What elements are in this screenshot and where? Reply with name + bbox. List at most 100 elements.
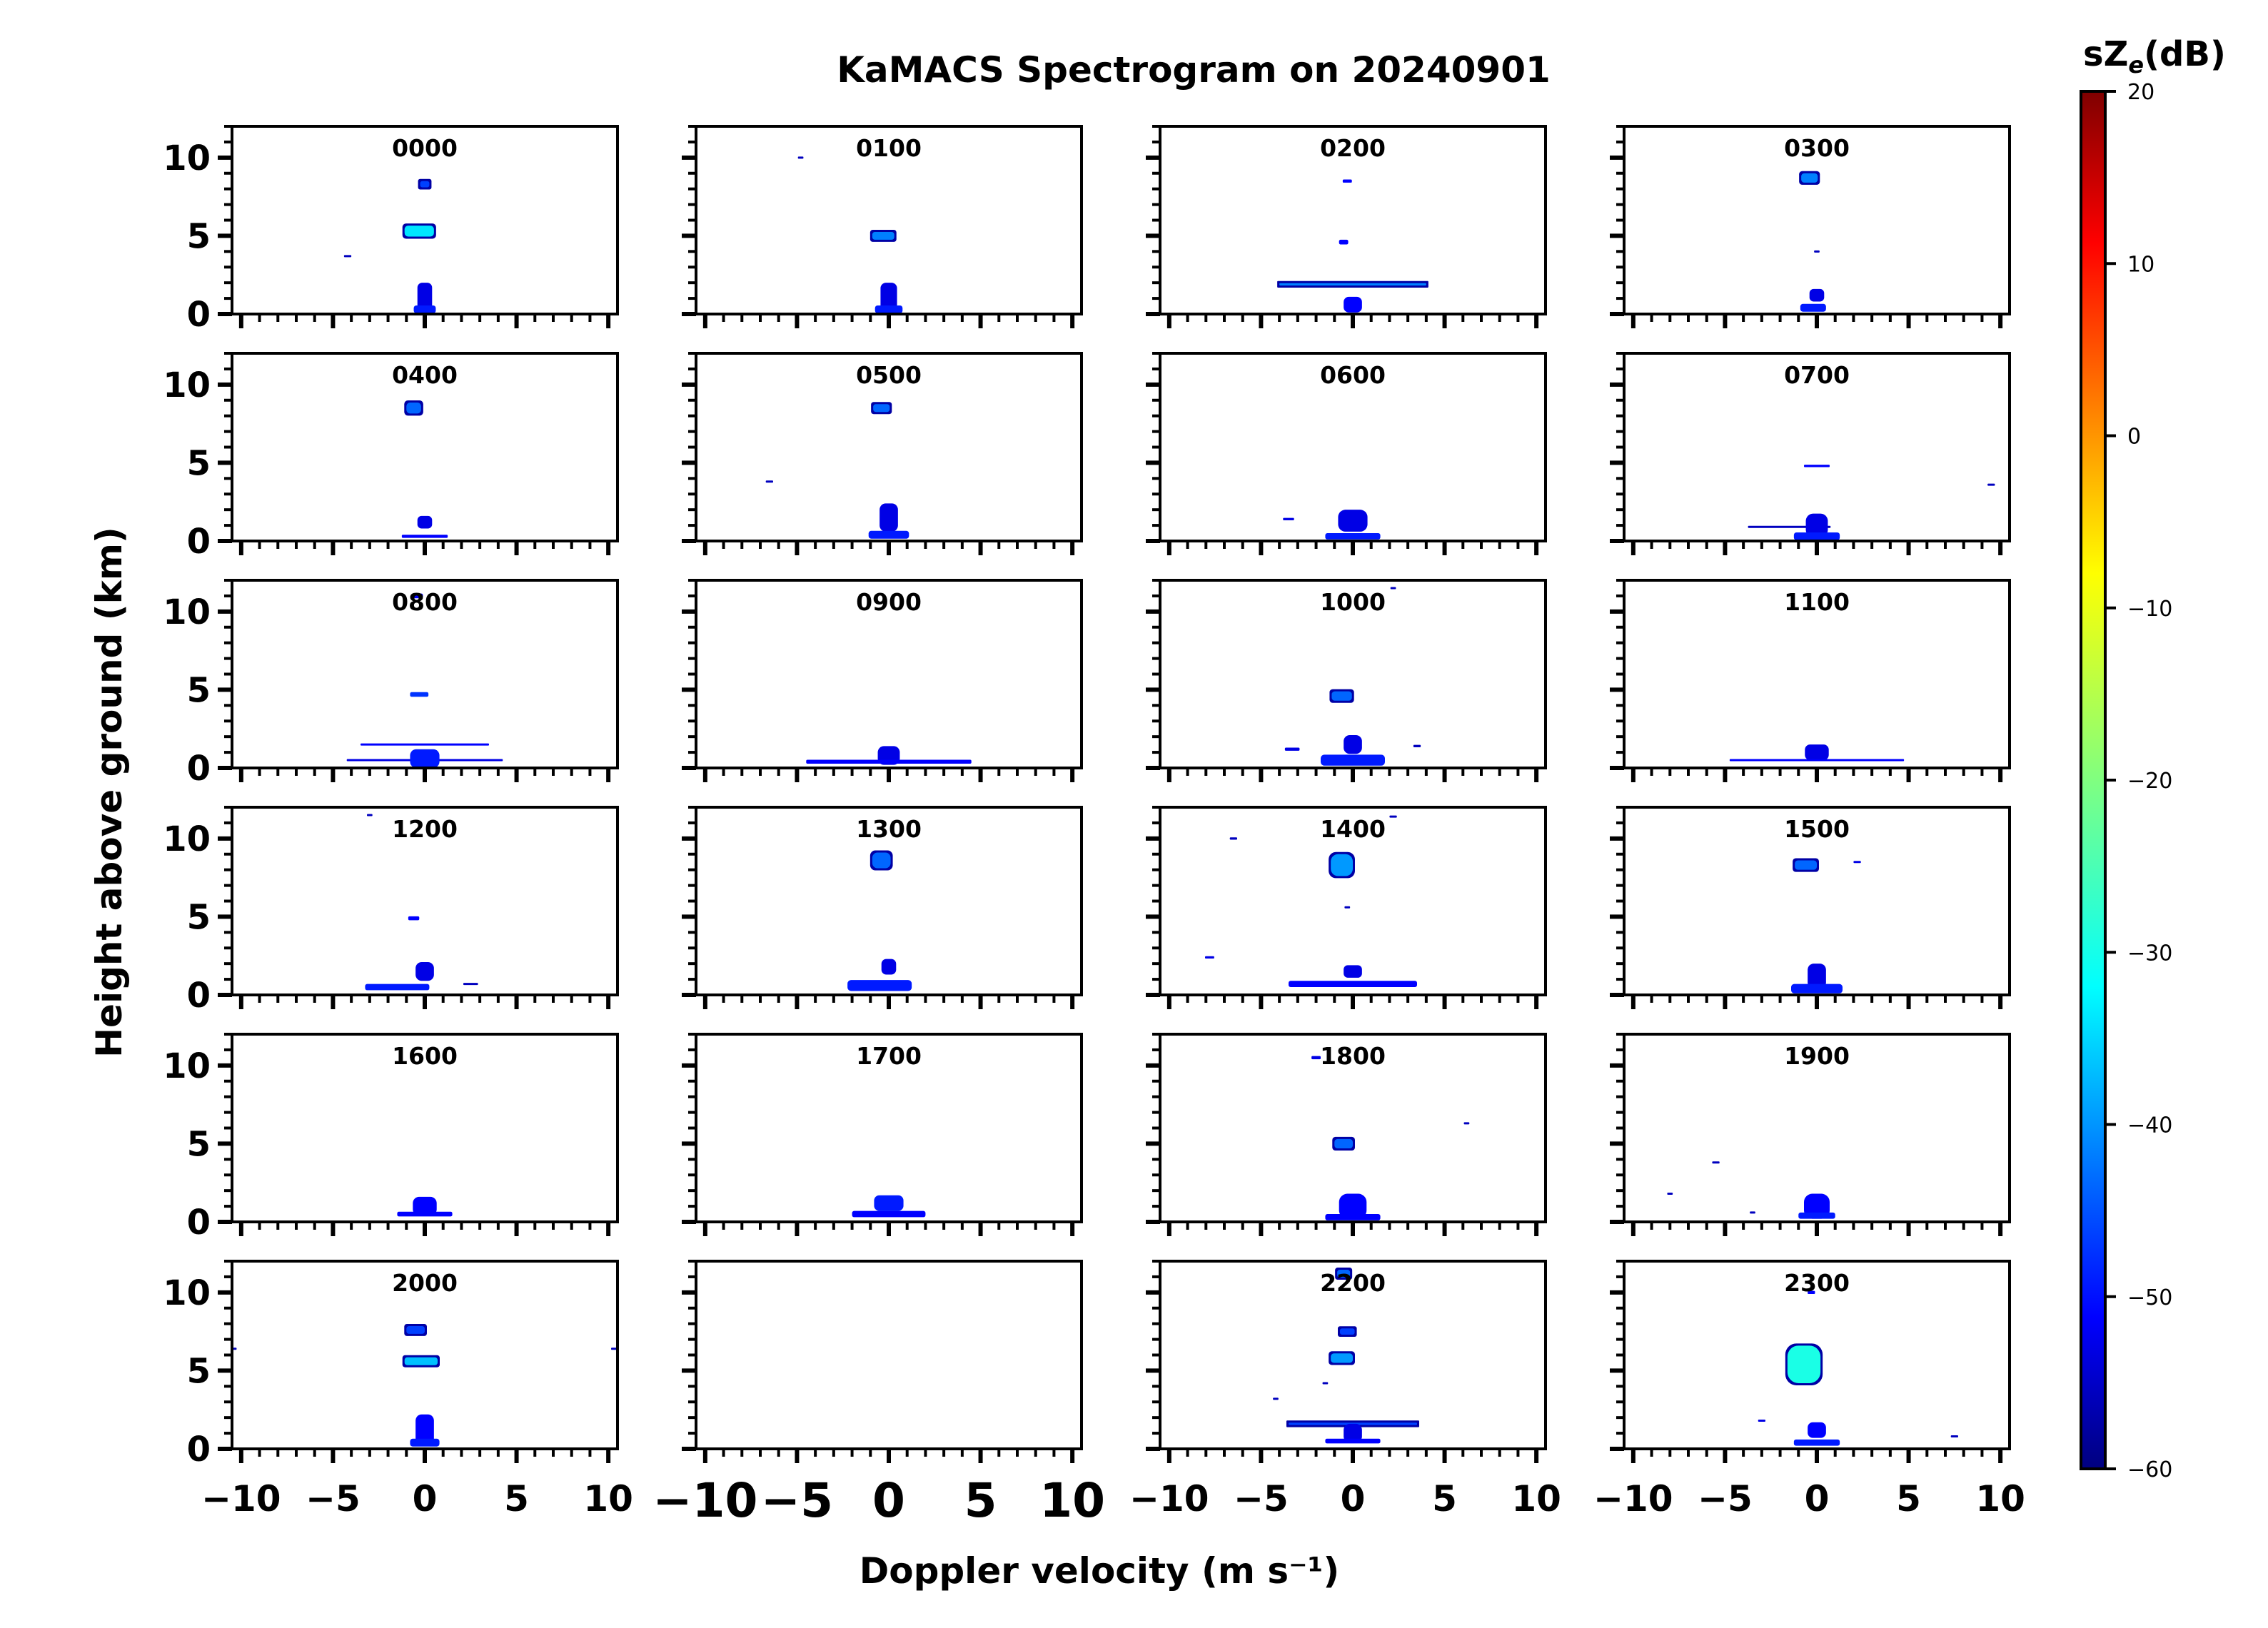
echo-region [1791,984,1843,994]
echo-region [1390,587,1396,590]
panel-2300: −10 −5 0 5 10 2300 [1593,1260,2025,1520]
echo-region [1808,1290,1815,1295]
x-tick-label: −10 [1129,1478,1209,1520]
figure-title: KaMACS Spectrogram on 20240901 [837,49,1551,91]
echo-region [1344,296,1362,313]
panel-time-label: 1000 [1320,588,1386,616]
panel-1300: 1300 [682,806,1083,1009]
echo-region [417,515,433,529]
colorbar: 20 10 0 −10 −20 −30 −40 −50 −60 sZe(dB) [2080,34,2226,1482]
echo-region [797,156,804,159]
panel-1800: 1800 [1146,1033,1547,1236]
panel-1600: 0 5 10 1600 [163,1033,619,1243]
echo-region [404,226,434,237]
x-tick-label: −10 [1593,1478,1673,1520]
echo-region [611,1348,617,1350]
echo-region [1729,759,1905,762]
panel-1700: 1700 [682,1033,1083,1236]
colorbar-tick-label: −10 [2127,597,2172,622]
panel-time-label: 0800 [392,588,458,616]
colorbar-tick-label: −20 [2127,769,2172,794]
x-tick-label: 10 [583,1478,633,1520]
x-tick-label: 5 [964,1473,997,1528]
echo-region [1340,1328,1355,1335]
panel-2000: 0 5 10 −10 −5 0 5 10 2000 [163,1260,633,1520]
panel-time-label: 0600 [1320,361,1386,389]
echo-region [365,984,430,991]
echo-region [1205,956,1214,959]
panel-0800: 0 5 10 0800 [163,579,619,789]
panel-frame [695,1260,1083,1450]
echo-region [1322,1382,1329,1385]
panel-empty: −10 −5 0 5 10 [652,1260,1105,1528]
echo-region [1808,1422,1826,1438]
echo-region [415,1414,434,1446]
x-tick-label: −10 [201,1478,281,1520]
panel-time-label: 1900 [1784,1042,1850,1070]
panel-time-label: 0200 [1320,134,1386,162]
echo-region [413,305,436,313]
y-tick-label: 5 [187,1351,211,1391]
x-tick-label: 0 [872,1473,905,1528]
x-tick-label: 10 [1511,1478,1561,1520]
colorbar-label-subscript: e [2128,51,2144,79]
echo-region [406,403,421,414]
echo-region [463,983,478,986]
panel-0300: 0300 [1610,125,2011,328]
echo-region [1331,691,1352,701]
echo-region [1344,1423,1362,1443]
y-tick-label: 10 [163,365,211,405]
echo-region [1321,754,1385,766]
panel-time-label: 0100 [856,134,922,162]
echo-region [361,743,489,746]
echo-region [868,530,909,539]
panel-1900: 1900 [1610,1033,2011,1236]
echo-region [872,231,894,240]
panel-time-label: 1600 [392,1042,458,1070]
echo-region [1334,1138,1353,1148]
panel-time-label: 1700 [856,1042,922,1070]
y-tick-label: 5 [187,216,211,256]
panel-0600: 0600 [1146,352,1547,555]
y-tick-label: 0 [187,1203,211,1243]
echo-region [1800,303,1826,312]
panel-time-label: 1300 [856,815,922,843]
echo-region [1814,250,1820,253]
echo-region [1311,1056,1321,1060]
panel-time-label: 1800 [1320,1042,1386,1070]
panel-time-label: 1400 [1320,815,1386,843]
echo-region [1805,513,1828,537]
echo-region [413,1196,437,1216]
echo-region [410,749,440,768]
echo-region [872,852,891,869]
echo-region [412,593,423,599]
y-tick-label: 10 [163,1273,211,1313]
echo-region [343,255,352,258]
echo-region [880,503,898,532]
x-tick-label: 5 [1432,1478,1457,1520]
echo-region [847,980,912,991]
panel-1500: 1500 [1610,806,2011,1009]
y-tick-label: 0 [187,522,211,562]
echo-region [1344,734,1362,754]
panel-0000: 0 5 10 0000 [163,125,619,335]
echo-region [1853,861,1861,864]
echo-region [1808,964,1826,989]
panel-0200: 0200 [1146,125,1547,328]
echo-region [873,404,890,413]
y-tick-label: 10 [163,592,211,632]
x-tick-label: −5 [306,1478,361,1520]
echo-region [1413,744,1421,747]
echo-region [1331,854,1353,876]
panel-1000: 1000 [1146,579,1547,782]
echo-region [410,1438,440,1447]
echo-region [806,759,972,764]
panel-time-label: 0300 [1784,134,1850,162]
colorbar-tick-label: −40 [2127,1113,2172,1138]
y-tick-label: 0 [187,749,211,789]
echo-region [1229,837,1237,840]
echo-region [415,961,434,981]
echo-region [1950,1435,1958,1437]
